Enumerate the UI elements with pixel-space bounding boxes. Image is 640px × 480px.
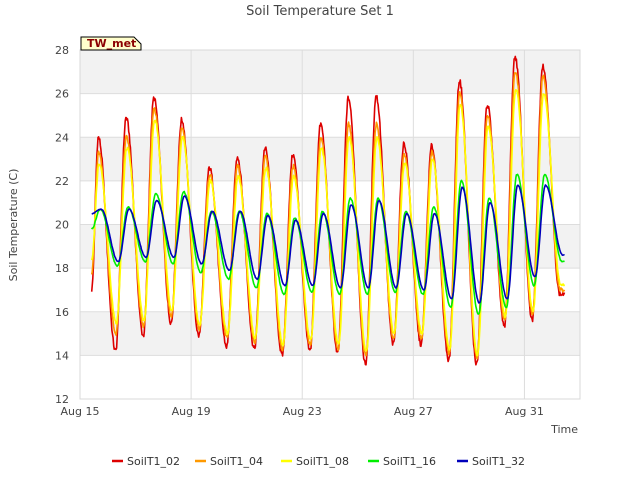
background-band xyxy=(80,93,580,138)
x-tick-label: Aug 23 xyxy=(283,405,322,418)
y-tick-label: 12 xyxy=(55,393,69,406)
chart-title: Soil Temperature Set 1 xyxy=(246,4,394,19)
series-line-SoilT1_08 xyxy=(90,88,566,357)
x-tick-label: Aug 15 xyxy=(61,405,100,418)
legend: SoilT1_02 SoilT1_04 SoilT1_08 SoilT1_16 Soil… xyxy=(112,455,525,468)
badge-label: TW_met xyxy=(87,37,136,50)
x-tick-label: Aug 27 xyxy=(394,405,433,418)
legend-label-SoilT1_08: SoilT1_08 xyxy=(296,455,349,468)
station-badge: TW_met xyxy=(80,36,142,51)
legend-label-SoilT1_16: SoilT1_16 xyxy=(383,455,436,468)
background-band xyxy=(80,355,580,399)
y-tick-label: 22 xyxy=(55,175,69,188)
y-tick-label: 16 xyxy=(55,306,69,319)
x-tick-label: Aug 31 xyxy=(505,405,544,418)
series-lines xyxy=(90,55,566,366)
background-band xyxy=(80,137,580,181)
series-line-SoilT1_32 xyxy=(91,184,565,304)
background-band xyxy=(80,50,580,94)
legend-label-SoilT1_04: SoilT1_04 xyxy=(210,455,263,468)
x-axis-label: Time xyxy=(550,423,578,436)
y-tick-label: 18 xyxy=(55,262,69,275)
y-tick-label: 26 xyxy=(55,88,69,101)
x-tick-label: Aug 19 xyxy=(172,405,211,418)
y-tick-label: 28 xyxy=(55,44,69,57)
background-band xyxy=(80,311,580,356)
y-tick-label: 14 xyxy=(55,349,69,362)
axis-ticks: 12 14 16 18 20 22 24 26 28 Aug 15 Aug 19 Aug 23 Aug … xyxy=(55,44,544,418)
legend-label-SoilT1_32: SoilT1_32 xyxy=(472,455,525,468)
badge-shape xyxy=(80,36,142,51)
y-axis-label: Soil Temperature (C) xyxy=(7,169,20,282)
plot-border xyxy=(79,49,581,400)
y-tick-label: 20 xyxy=(55,219,69,232)
background-band xyxy=(80,268,580,312)
legend-label-SoilT1_02: SoilT1_02 xyxy=(127,455,180,468)
y-tick-label: 24 xyxy=(55,131,69,144)
